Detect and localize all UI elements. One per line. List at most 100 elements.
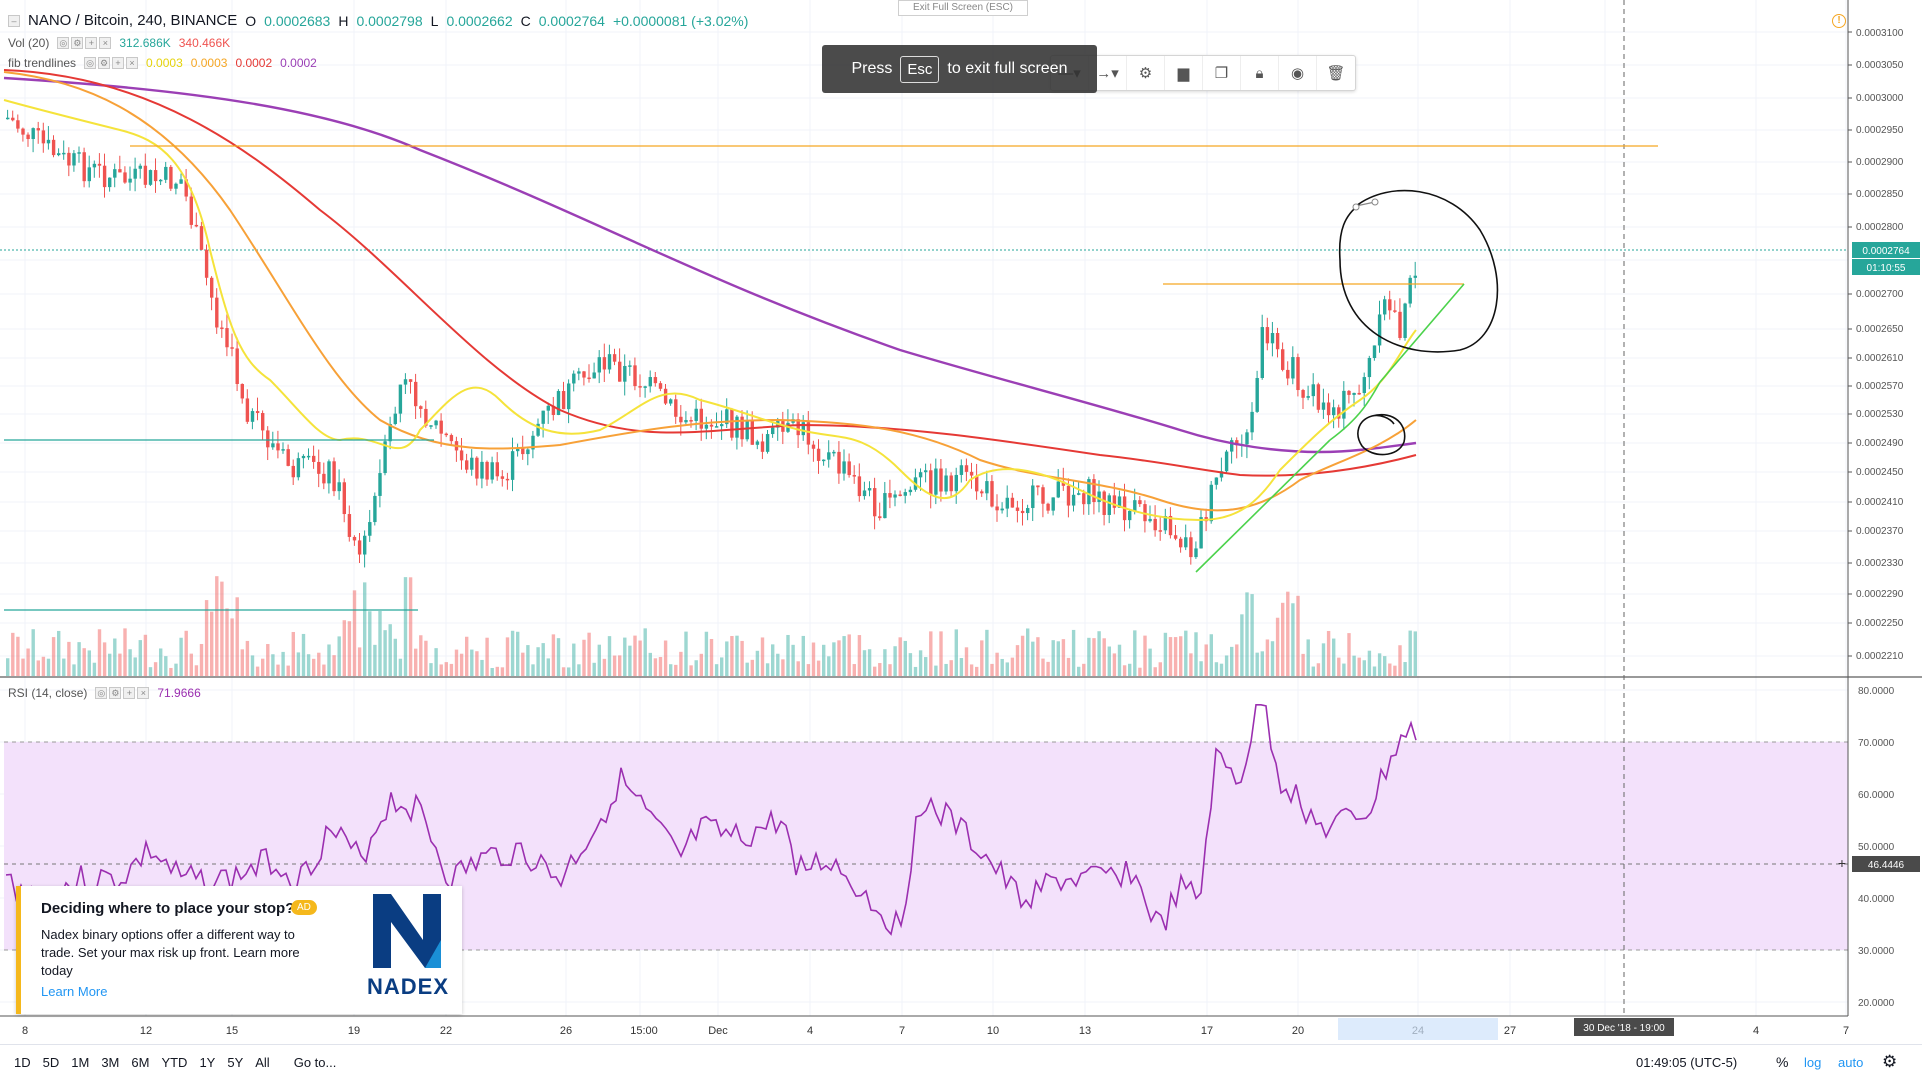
candle-body: [1255, 377, 1259, 412]
price-tick-label: 0.0002650: [1856, 324, 1904, 335]
candle-body: [102, 165, 107, 188]
ad-learn-more-link[interactable]: Learn More: [41, 984, 108, 999]
range-5d[interactable]: 5D: [42, 1055, 60, 1070]
candle-body: [327, 461, 331, 484]
volume-bar: [250, 655, 255, 676]
advertisement[interactable]: Deciding where to place your stop? AD Na…: [16, 886, 462, 1014]
range-1m[interactable]: 1M: [71, 1055, 90, 1070]
volume-bar: [1372, 666, 1377, 676]
volume-bar: [408, 577, 413, 676]
volume-bar: [546, 658, 550, 676]
volume-bar: [1321, 643, 1326, 676]
volume-bar: [230, 618, 234, 676]
candle-body: [225, 328, 229, 348]
range-ytd[interactable]: YTD: [161, 1055, 188, 1070]
candle-body: [133, 168, 137, 179]
exit-fullscreen-tooltip[interactable]: Exit Full Screen (ESC): [898, 0, 1028, 16]
volume-bar: [459, 653, 464, 676]
candle-body: [373, 495, 377, 523]
volume-bar: [1077, 666, 1081, 676]
candle-body: [352, 536, 357, 541]
price-tick-label: 0.0002290: [1856, 589, 1904, 600]
fib-controls[interactable]: ◎ ⚙ + ×: [84, 57, 139, 69]
candles: [6, 109, 1417, 568]
candle-body: [51, 139, 56, 156]
candle-body: [1117, 496, 1122, 508]
volume-bar: [306, 654, 311, 676]
volume-bar: [128, 649, 132, 676]
candle-body: [750, 420, 754, 445]
volume-bar: [536, 647, 540, 676]
candle-body: [57, 153, 61, 156]
candle-body: [1051, 497, 1055, 511]
alert-clock-icon[interactable]: !: [1832, 14, 1846, 28]
range-6m[interactable]: 6M: [131, 1055, 150, 1070]
volume-bar: [1020, 635, 1025, 676]
volume-controls[interactable]: ◎ ⚙ + ×: [57, 37, 112, 49]
candle-body: [827, 452, 831, 460]
range-1d[interactable]: 1D: [14, 1055, 31, 1070]
time-crosshair-label: 30 Dec '18 - 19:00: [1583, 1023, 1665, 1034]
gear-icon[interactable]: ⚙: [1882, 1052, 1898, 1071]
range-all[interactable]: All: [255, 1055, 270, 1070]
rsi-controls[interactable]: ◎ ⚙ + ×: [95, 687, 150, 699]
time-tick-label: 27: [1504, 1025, 1516, 1037]
candle-body: [633, 365, 637, 387]
fill-icon[interactable]: ▆: [1165, 56, 1203, 90]
annotation-handle-dot-left: [1352, 203, 1360, 211]
candle-body: [261, 413, 265, 431]
volume-bar: [62, 658, 66, 676]
candle-body: [414, 381, 418, 407]
rsi-legend: RSI (14, close) ◎ ⚙ + × 71.9666: [8, 686, 201, 700]
volume-bar: [521, 652, 525, 676]
ad-body: Nadex binary options offer a different w…: [41, 927, 300, 978]
line-end-icon[interactable]: →▾: [1089, 56, 1127, 90]
volume-bar: [286, 665, 290, 676]
bottom-toolbar: 1D 5D 1M 3M 6M YTD 1Y 5Y All Go to... 01…: [0, 1044, 1922, 1080]
candle-body: [1041, 487, 1045, 504]
log-scale-toggle[interactable]: log: [1804, 1055, 1822, 1070]
auto-scale-toggle[interactable]: auto: [1838, 1055, 1864, 1070]
range-3m[interactable]: 3M: [101, 1055, 120, 1070]
volume-bar: [908, 653, 913, 676]
candle-body: [816, 448, 821, 461]
range-1y[interactable]: 1Y: [199, 1055, 216, 1070]
volume-bar: [806, 664, 811, 676]
clone-icon[interactable]: ❐: [1203, 56, 1241, 90]
symbol-title[interactable]: NANO / Bitcoin, 240, BINANCE: [28, 12, 238, 29]
rsi-tick-label: 80.0000: [1858, 686, 1895, 697]
price-tick-label: 0.0002570: [1856, 381, 1904, 392]
rsi-indicator-name[interactable]: RSI (14, close): [8, 686, 88, 700]
eye-icon[interactable]: ◉: [1279, 56, 1317, 90]
time-tick-label: 15:00: [630, 1025, 658, 1037]
goto-date-button[interactable]: Go to...: [293, 1055, 337, 1070]
volume-bar: [878, 663, 882, 676]
candle-body: [847, 461, 851, 476]
volume-indicator-name[interactable]: Vol (20): [8, 36, 50, 50]
settings-gear-icon[interactable]: ⚙: [1127, 56, 1165, 90]
lock-icon[interactable]: 🔒︎: [1241, 56, 1279, 90]
volume-bar: [1015, 645, 1020, 676]
candle-body: [36, 128, 40, 131]
volume-bar: [133, 657, 137, 676]
candle-body: [908, 489, 913, 493]
volume-bar: [1403, 662, 1407, 676]
candle-body: [623, 365, 627, 382]
volume-bar: [1383, 656, 1387, 676]
percent-scale-toggle[interactable]: %: [1776, 1054, 1789, 1070]
candle-body: [985, 481, 989, 494]
symbol-legend: – NANO / Bitcoin, 240, BINANCE O 0.000268…: [8, 12, 748, 29]
collapse-icon[interactable]: –: [8, 14, 20, 27]
trash-icon[interactable]: 🗑︎: [1326, 65, 1346, 82]
volume-legend: Vol (20) ◎ ⚙ + × 312.686K 340.466K: [8, 36, 230, 50]
fib-indicator-name[interactable]: fib trendlines: [8, 56, 77, 70]
candle-body: [235, 348, 239, 385]
range-5y[interactable]: 5Y: [227, 1055, 244, 1070]
clock-timezone[interactable]: 01:49:05 (UTC-5): [1636, 1055, 1738, 1070]
volume-bar: [975, 666, 979, 676]
volume-bar: [577, 664, 581, 676]
volume-bar: [597, 644, 601, 676]
time-tick-label: 7: [1843, 1025, 1849, 1037]
candle-body: [1179, 538, 1183, 548]
